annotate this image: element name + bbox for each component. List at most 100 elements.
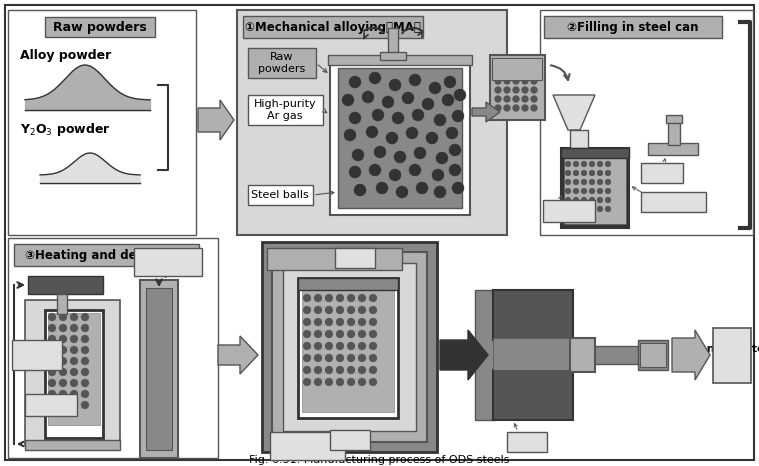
Bar (561, 148, 629, 228)
Circle shape (48, 335, 56, 343)
Circle shape (565, 206, 571, 212)
Circle shape (597, 161, 603, 167)
Circle shape (81, 335, 89, 343)
Circle shape (503, 87, 511, 94)
Circle shape (597, 179, 603, 185)
Bar (237, 10, 507, 235)
Circle shape (81, 313, 89, 321)
Circle shape (325, 354, 333, 362)
Circle shape (70, 401, 78, 409)
Circle shape (495, 96, 502, 103)
Circle shape (358, 330, 366, 338)
Circle shape (605, 161, 611, 167)
Circle shape (581, 161, 587, 167)
Circle shape (531, 96, 537, 103)
Circle shape (59, 324, 67, 332)
Text: Evacuation: Evacuation (36, 280, 94, 290)
Text: Heating
furnace: Heating furnace (146, 251, 190, 273)
Circle shape (354, 184, 366, 196)
Circle shape (495, 60, 502, 67)
Circle shape (449, 144, 461, 156)
Circle shape (512, 69, 519, 75)
Circle shape (503, 69, 511, 75)
Circle shape (434, 114, 446, 126)
Circle shape (409, 74, 421, 86)
Circle shape (314, 330, 322, 338)
Circle shape (347, 330, 355, 338)
Circle shape (521, 104, 528, 111)
Circle shape (573, 188, 579, 194)
Circle shape (48, 368, 56, 376)
Circle shape (605, 188, 611, 194)
Circle shape (512, 60, 519, 67)
Circle shape (48, 401, 56, 409)
Circle shape (314, 342, 322, 350)
Bar (12, 340, 62, 370)
Circle shape (303, 318, 311, 326)
Circle shape (452, 182, 464, 194)
Circle shape (495, 69, 502, 75)
Circle shape (303, 354, 311, 362)
Circle shape (48, 357, 56, 365)
Text: Steel balls: Steel balls (251, 190, 309, 200)
Text: Billet: Billet (513, 437, 541, 447)
Circle shape (342, 94, 354, 106)
Circle shape (531, 77, 537, 84)
Text: ④Hot-extrusion: ④Hot-extrusion (283, 253, 385, 266)
Bar (668, 120, 680, 145)
Circle shape (48, 346, 56, 354)
Circle shape (325, 366, 333, 374)
Bar (298, 278, 398, 290)
Circle shape (369, 164, 381, 176)
Text: High-purity
Ar gas: High-purity Ar gas (254, 99, 317, 121)
Bar (570, 338, 595, 372)
Circle shape (565, 179, 571, 185)
Bar (248, 95, 323, 125)
Circle shape (589, 161, 595, 167)
Circle shape (495, 104, 502, 111)
Circle shape (605, 179, 611, 185)
Text: Y$_2$O$_3$ powder: Y$_2$O$_3$ powder (20, 122, 111, 138)
Text: ③Heating and degassing: ③Heating and degassing (24, 248, 187, 261)
Circle shape (358, 342, 366, 350)
Circle shape (531, 87, 537, 94)
Circle shape (369, 378, 377, 386)
Bar (28, 276, 103, 294)
Text: Billet: Billet (341, 253, 369, 263)
Circle shape (452, 110, 464, 122)
Circle shape (325, 282, 333, 290)
Circle shape (436, 152, 448, 164)
Circle shape (336, 354, 344, 362)
Bar (638, 340, 668, 370)
Circle shape (369, 318, 377, 326)
Circle shape (406, 127, 418, 139)
Circle shape (369, 342, 377, 350)
Circle shape (336, 282, 344, 290)
Circle shape (347, 378, 355, 386)
Bar (267, 248, 402, 270)
Circle shape (59, 335, 67, 343)
Bar (283, 263, 416, 431)
Bar (45, 310, 103, 438)
Polygon shape (440, 330, 488, 380)
Circle shape (48, 313, 56, 321)
Circle shape (454, 89, 466, 101)
Bar (388, 28, 398, 58)
Circle shape (325, 342, 333, 350)
Circle shape (70, 379, 78, 387)
Circle shape (358, 354, 366, 362)
Bar (493, 338, 573, 370)
Circle shape (589, 179, 595, 185)
Circle shape (81, 379, 89, 387)
Bar (648, 143, 698, 155)
Circle shape (48, 324, 56, 332)
Circle shape (389, 79, 401, 91)
Bar (493, 290, 573, 340)
Circle shape (386, 132, 398, 144)
Bar (48, 313, 100, 425)
Circle shape (597, 152, 603, 158)
Circle shape (81, 346, 89, 354)
Circle shape (303, 378, 311, 386)
Bar (490, 55, 545, 120)
Circle shape (605, 206, 611, 212)
